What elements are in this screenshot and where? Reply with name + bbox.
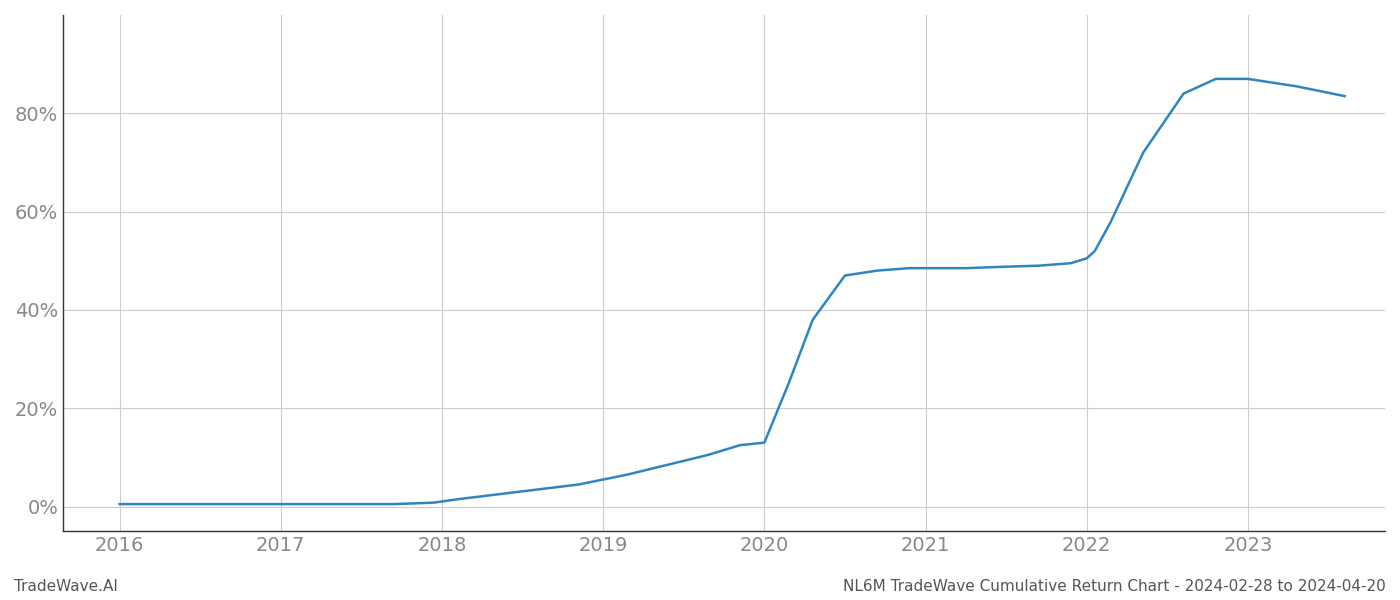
Text: TradeWave.AI: TradeWave.AI bbox=[14, 579, 118, 594]
Text: NL6M TradeWave Cumulative Return Chart - 2024-02-28 to 2024-04-20: NL6M TradeWave Cumulative Return Chart -… bbox=[843, 579, 1386, 594]
